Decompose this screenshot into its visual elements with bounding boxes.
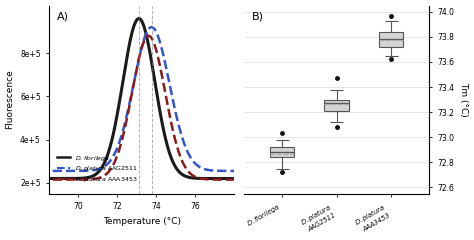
Text: A): A)	[56, 11, 69, 21]
$D. platura$ AAG2511	[36, 169, 42, 172]
$D. florilega$	[136, 17, 142, 20]
X-axis label: Temperature (°C): Temperature (°C)	[103, 216, 181, 226]
Legend: $D. florilega$, $D. platura$ AAG2511, $D. platura$ AAA3453: $D. florilega$, $D. platura$ AAG2511, $D…	[54, 151, 141, 187]
$D. florilega$	[36, 177, 42, 180]
$D. florilega$	[157, 113, 163, 115]
Bar	[270, 147, 294, 157]
$D. florilega$	[89, 175, 95, 178]
$D. florilega$	[129, 31, 135, 34]
$D. florilega$	[191, 177, 197, 180]
$D. florilega$	[73, 177, 79, 180]
$D. platura$ AAA3453	[173, 143, 179, 146]
$D. platura$ AAG2511	[73, 169, 79, 172]
$D. platura$ AAA3453	[157, 66, 163, 69]
$D. platura$ AAG2511	[157, 42, 163, 45]
$D. platura$ AAA3453	[89, 178, 95, 181]
$D. platura$ AAA3453	[191, 175, 197, 178]
Line: $D. florilega$: $D. florilega$	[39, 18, 244, 179]
Line: $D. platura$ AAG2511: $D. platura$ AAG2511	[39, 27, 244, 171]
$D. platura$ AAA3453	[36, 178, 42, 181]
Bar	[379, 32, 403, 47]
$D. platura$ AAG2511	[191, 161, 197, 163]
$D. platura$ AAA3453	[129, 91, 135, 94]
$D. platura$ AAA3453	[73, 178, 79, 181]
$D. florilega$	[173, 167, 179, 170]
Line: $D. platura$ AAA3453: $D. platura$ AAA3453	[39, 36, 244, 180]
Text: B): B)	[251, 11, 264, 21]
$D. platura$ AAG2511	[173, 115, 179, 118]
$D. platura$ AAG2511	[129, 90, 135, 93]
Y-axis label: Tm (°C): Tm (°C)	[459, 82, 468, 117]
$D. platura$ AAG2511	[241, 169, 247, 172]
$D. florilega$	[241, 177, 247, 180]
Bar	[324, 100, 349, 111]
$D. platura$ AAA3453	[146, 34, 151, 37]
$D. platura$ AAG2511	[149, 26, 155, 29]
$D. platura$ AAA3453	[241, 178, 247, 181]
Y-axis label: Fluorescence: Fluorescence	[6, 70, 15, 129]
$D. platura$ AAG2511	[89, 169, 95, 172]
